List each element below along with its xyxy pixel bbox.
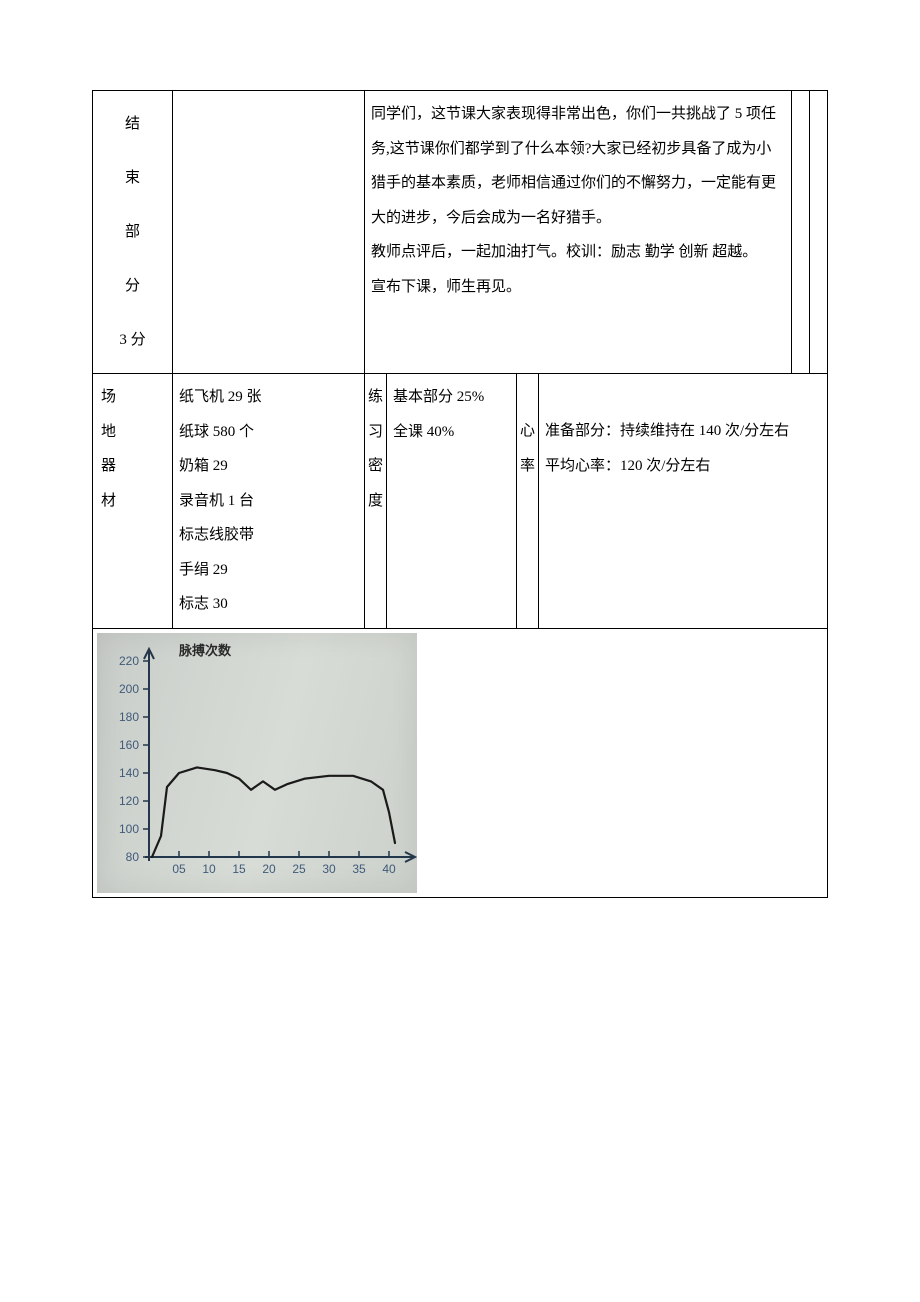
equipment-item: 手绢 29 bbox=[179, 553, 358, 588]
svg-text:脉搏次数: 脉搏次数 bbox=[178, 643, 232, 658]
chart-row: 脉搏次数 220 200 180 160 140 120 100 80 05 10 15 20 25 30 3… bbox=[93, 628, 828, 897]
equipment-list: 纸飞机 29 张纸球 580 个奶箱 29录音机 1 台标志线胶带手绢 29标志… bbox=[179, 380, 358, 622]
section-end-body-cell: 同学们，这节课大家表现得非常出色，你们一共挑战了 5 项任务,这节课你们都学到了… bbox=[365, 91, 792, 374]
chart-cell: 脉搏次数 220 200 180 160 140 120 100 80 05 10 15 20 25 30 3… bbox=[93, 628, 828, 897]
svg-text:180: 180 bbox=[119, 710, 139, 724]
equipment-item: 标志 30 bbox=[179, 587, 358, 622]
heartrate-value-cell: 准备部分：持续维持在 140 次/分左右平均心率：120 次/分左右 bbox=[539, 374, 828, 629]
svg-text:100: 100 bbox=[119, 822, 139, 836]
heartrate-line: 准备部分：持续维持在 140 次/分左右 bbox=[545, 414, 821, 449]
svg-text:220: 220 bbox=[119, 654, 139, 668]
svg-text:25: 25 bbox=[292, 862, 306, 876]
section-end-col-g bbox=[792, 91, 810, 374]
pulse-chart-svg: 脉搏次数 220 200 180 160 140 120 100 80 05 10 15 20 25 30 3… bbox=[97, 633, 417, 893]
svg-text:140: 140 bbox=[119, 766, 139, 780]
section-end-col-h bbox=[810, 91, 828, 374]
equipment-item: 录音机 1 台 bbox=[179, 484, 358, 519]
svg-text:30: 30 bbox=[322, 862, 336, 876]
density-label: 练习密度 bbox=[367, 380, 384, 518]
density-label-cell: 练习密度 bbox=[365, 374, 387, 629]
svg-text:35: 35 bbox=[352, 862, 366, 876]
equipment-list-cell: 纸飞机 29 张纸球 580 个奶箱 29录音机 1 台标志线胶带手绢 29标志… bbox=[173, 374, 365, 629]
svg-text:20: 20 bbox=[262, 862, 276, 876]
svg-text:05: 05 bbox=[172, 862, 186, 876]
equipment-label: 场地器材 bbox=[101, 380, 166, 518]
equipment-item: 纸球 580 个 bbox=[179, 415, 358, 450]
equipment-item: 标志线胶带 bbox=[179, 518, 358, 553]
pulse-chart: 脉搏次数 220 200 180 160 140 120 100 80 05 10 15 20 25 30 3… bbox=[97, 633, 417, 893]
equipment-item: 纸飞机 29 张 bbox=[179, 380, 358, 415]
density-lines: 基本部分 25%全课 40% bbox=[393, 380, 510, 449]
section-end-label: 结束部分 bbox=[99, 97, 166, 313]
svg-text:10: 10 bbox=[202, 862, 216, 876]
lesson-plan-table: 结束部分 3 分 同学们，这节课大家表现得非常出色，你们一共挑战了 5 项任务,… bbox=[92, 90, 828, 898]
density-value-cell: 基本部分 25%全课 40% bbox=[387, 374, 517, 629]
section-end-label-cell: 结束部分 3 分 bbox=[93, 91, 173, 374]
section-end-paragraph: 宣布下课，师生再见。 bbox=[371, 270, 785, 305]
svg-text:40: 40 bbox=[382, 862, 396, 876]
equipment-row: 场地器材 纸飞机 29 张纸球 580 个奶箱 29录音机 1 台标志线胶带手绢… bbox=[93, 374, 828, 629]
section-end-paragraph: 教师点评后，一起加油打气。校训：励志 勤学 创新 超越。 bbox=[371, 235, 785, 270]
section-end-duration: 3 分 bbox=[99, 313, 166, 367]
svg-text:15: 15 bbox=[232, 862, 246, 876]
heartrate-lines: 准备部分：持续维持在 140 次/分左右平均心率：120 次/分左右 bbox=[545, 414, 821, 483]
density-line: 基本部分 25% bbox=[393, 380, 510, 415]
section-end-body: 同学们，这节课大家表现得非常出色，你们一共挑战了 5 项任务,这节课你们都学到了… bbox=[371, 97, 785, 304]
heartrate-label: 心率 bbox=[519, 414, 536, 483]
equipment-label-cell: 场地器材 bbox=[93, 374, 173, 629]
svg-text:200: 200 bbox=[119, 682, 139, 696]
svg-text:80: 80 bbox=[126, 850, 140, 864]
equipment-item: 奶箱 29 bbox=[179, 449, 358, 484]
section-end-paragraph: 同学们，这节课大家表现得非常出色，你们一共挑战了 5 项任务,这节课你们都学到了… bbox=[371, 97, 785, 235]
svg-text:120: 120 bbox=[119, 794, 139, 808]
section-end-blank bbox=[173, 91, 365, 374]
heartrate-label-cell: 心率 bbox=[517, 374, 539, 629]
heartrate-line: 平均心率：120 次/分左右 bbox=[545, 449, 821, 484]
section-end-row: 结束部分 3 分 同学们，这节课大家表现得非常出色，你们一共挑战了 5 项任务,… bbox=[93, 91, 828, 374]
density-line: 全课 40% bbox=[393, 415, 510, 450]
svg-text:160: 160 bbox=[119, 738, 139, 752]
